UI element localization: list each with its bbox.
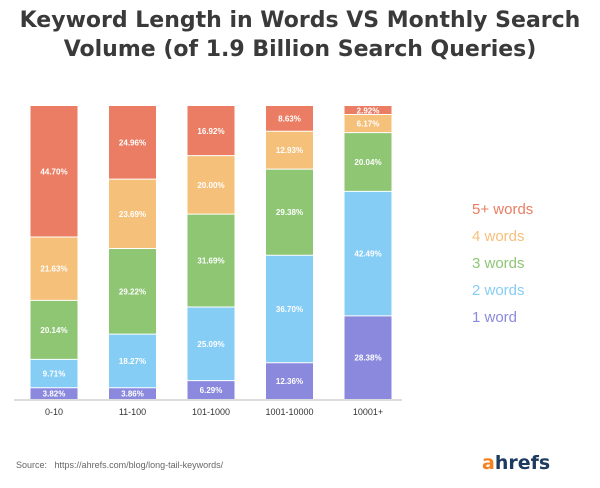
data-label: 42.49%: [354, 250, 381, 259]
bar-segment: [266, 255, 313, 363]
logo-rest: hrefs: [494, 452, 551, 474]
data-label: 36.70%: [276, 305, 303, 314]
source-label: Source:: [16, 460, 48, 470]
bar-segment: [266, 106, 313, 132]
data-label: 12.93%: [276, 146, 303, 155]
bar-segment: [187, 214, 235, 308]
data-label: 12.36%: [276, 377, 303, 386]
legend-item: 2 words: [472, 282, 525, 299]
bar-segment: [344, 106, 392, 115]
x-tick-label: 0-10: [45, 407, 63, 417]
bar-segment: [30, 236, 78, 301]
data-label: 21.63%: [40, 265, 67, 274]
bar-segment: [266, 169, 313, 256]
bar-segment: [344, 191, 392, 316]
bar-segment: [187, 155, 235, 215]
data-label: 16.92%: [197, 127, 224, 136]
data-label: 20.14%: [40, 326, 67, 335]
data-label: 6.17%: [357, 120, 380, 129]
data-label: 29.22%: [119, 287, 146, 296]
bar-segment: [187, 380, 235, 399]
data-label: 18.27%: [119, 357, 146, 366]
bar-segment: [344, 114, 392, 133]
bar-segment: [187, 106, 235, 156]
bar-segment: [266, 131, 313, 170]
x-tick-label: 11-100: [119, 407, 146, 417]
stacked-bar-chart: 3.82% 9.71% 20.14% 21.63% 44.70% 0-10 3.86% 18.…: [14, 106, 402, 417]
data-label: 28.38%: [354, 353, 381, 362]
bar-segment: [30, 106, 78, 237]
bar-segment: [109, 106, 156, 180]
data-label: 44.70%: [40, 167, 67, 176]
logo-letter-a: a: [482, 452, 495, 474]
bar-segment: [344, 315, 392, 399]
bar-segment: [30, 300, 78, 360]
chart-title-line2: Volume (of 1.9 Billion Search Queries): [63, 37, 537, 62]
data-label: 20.04%: [354, 158, 381, 167]
x-tick-label: 101-1000: [192, 407, 230, 417]
legend-item: 4 words: [472, 228, 525, 245]
data-label: 2.92%: [357, 106, 380, 115]
data-label: 24.96%: [119, 139, 146, 148]
bar-segment: [187, 307, 235, 381]
data-label: 6.29%: [200, 386, 223, 395]
data-label: 31.69%: [197, 257, 224, 266]
x-tick-label: 1001-10000: [265, 407, 313, 417]
bar-segment: [109, 334, 156, 388]
data-label: 8.63%: [278, 115, 301, 124]
bar-segment: [266, 362, 313, 399]
bar-segment: [109, 179, 156, 249]
bar-segment: [30, 387, 78, 399]
bar-segment: [109, 387, 156, 399]
data-label: 20.00%: [197, 181, 224, 190]
chart-title: Keyword Length in Words VS Monthly Searc…: [0, 6, 600, 64]
legend-item: 5+ words: [472, 201, 534, 218]
bar-segment: [344, 132, 392, 192]
data-label: 23.69%: [119, 210, 146, 219]
data-label: 29.38%: [276, 208, 303, 217]
legend-item: 3 words: [472, 255, 525, 272]
data-label: 9.71%: [43, 370, 66, 379]
data-label: 25.09%: [197, 340, 224, 349]
legend-item: 1 word: [472, 309, 518, 326]
ahrefs-logo: ahrefs: [482, 452, 550, 474]
source-url: https://ahrefs.com/blog/long-tail-keywor…: [54, 460, 224, 470]
chart-title-line1: Keyword Length in Words VS Monthly Searc…: [19, 8, 581, 33]
data-label: 3.86%: [121, 389, 144, 398]
chart-legend: 5+ words 4 words 3 words 2 words 1 word: [472, 196, 533, 331]
bar-segment: [30, 359, 78, 388]
bar-segment: [109, 248, 156, 335]
data-label: 3.82%: [43, 389, 66, 398]
source-note: Source: https://ahrefs.com/blog/long-tai…: [16, 460, 223, 470]
x-tick-label: 10001+: [353, 407, 383, 417]
